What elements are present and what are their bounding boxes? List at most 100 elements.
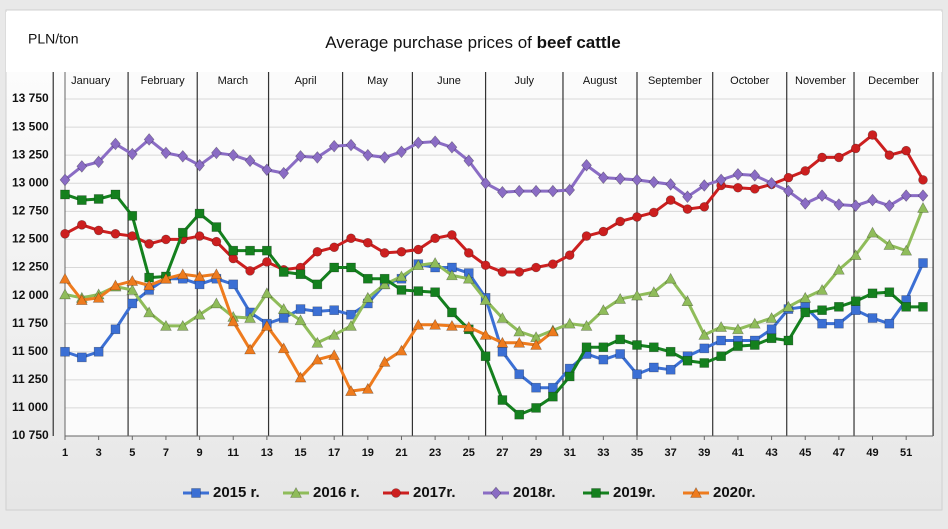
marker [480, 351, 491, 362]
month-label: January [71, 75, 111, 87]
marker [361, 291, 374, 303]
legend-label: 2016 r. [313, 484, 360, 501]
y-tick-label: 11 500 [12, 344, 48, 358]
y-tick-label: 11 250 [12, 372, 48, 386]
marker [716, 351, 726, 362]
marker [75, 294, 88, 305]
x-tick-label: 37 [665, 447, 677, 459]
marker [361, 382, 374, 394]
x-tick-label: 33 [597, 447, 609, 459]
marker [581, 342, 592, 353]
month-label: December [868, 75, 919, 87]
marker [900, 244, 913, 256]
y-tick-label: 11 750 [12, 316, 48, 330]
marker [918, 175, 928, 185]
marker [591, 488, 601, 498]
marker [93, 155, 104, 169]
marker [193, 270, 206, 282]
marker [430, 233, 440, 244]
marker [396, 285, 407, 295]
marker [177, 227, 188, 238]
marker [110, 324, 121, 335]
x-tick-label: 23 [429, 447, 441, 459]
marker [732, 167, 744, 181]
marker [682, 355, 693, 366]
marker [110, 189, 121, 200]
marker [799, 291, 812, 303]
marker [463, 248, 474, 258]
marker [312, 151, 323, 164]
marker [918, 258, 928, 268]
marker [783, 172, 794, 183]
marker [850, 199, 862, 213]
x-tick-label: 5 [129, 447, 135, 459]
marker [564, 183, 576, 197]
marker [210, 297, 223, 309]
marker [60, 189, 70, 200]
marker [530, 338, 542, 350]
marker [850, 143, 861, 154]
x-tick-label: 41 [732, 447, 744, 459]
marker [699, 358, 710, 368]
marker [749, 184, 760, 194]
x-tick-label: 43 [765, 447, 777, 459]
marker [664, 272, 677, 284]
marker [462, 272, 475, 284]
y-tick-label: 13 500 [12, 119, 49, 133]
y-tick-label: 13 000 [12, 175, 49, 189]
marker [866, 226, 879, 238]
marker [733, 182, 743, 193]
legend-label: 2017r. [413, 484, 456, 501]
plot-area [65, 72, 933, 436]
marker [362, 148, 374, 162]
marker [447, 230, 457, 240]
marker [901, 302, 911, 312]
marker [748, 317, 761, 329]
month-label: October [730, 75, 769, 87]
marker [59, 272, 71, 284]
marker [884, 150, 895, 160]
marker [193, 308, 206, 320]
marker [463, 154, 475, 168]
x-tick-label: 7 [163, 447, 169, 459]
marker [918, 302, 928, 312]
month-label: November [795, 75, 846, 87]
marker [429, 256, 442, 268]
marker [396, 246, 407, 257]
marker [563, 317, 576, 329]
marker [245, 245, 255, 256]
marker [649, 362, 659, 373]
marker [144, 239, 154, 249]
marker [346, 233, 356, 244]
marker [817, 318, 827, 329]
marker [228, 279, 239, 290]
marker [191, 488, 201, 498]
marker [480, 176, 491, 190]
marker [716, 335, 726, 346]
marker [412, 259, 425, 271]
month-label: March [218, 75, 249, 87]
marker [77, 352, 87, 363]
marker [580, 319, 593, 331]
y-tick-label: 12 750 [12, 204, 49, 218]
month-label: February [141, 75, 186, 87]
marker [615, 349, 625, 359]
marker [109, 279, 122, 291]
marker [497, 185, 508, 199]
marker [816, 283, 828, 295]
marker [631, 289, 643, 301]
marker [290, 486, 302, 498]
marker [665, 195, 676, 205]
month-label: June [437, 75, 461, 87]
marker [665, 364, 676, 375]
x-tick-label: 49 [866, 447, 878, 459]
marker [699, 202, 710, 212]
x-tick-label: 9 [197, 447, 203, 459]
series-line [64, 137, 923, 208]
marker [917, 189, 929, 202]
marker [177, 149, 189, 163]
marker [817, 152, 827, 163]
marker [783, 335, 794, 346]
marker [497, 346, 508, 357]
marker [665, 346, 676, 357]
